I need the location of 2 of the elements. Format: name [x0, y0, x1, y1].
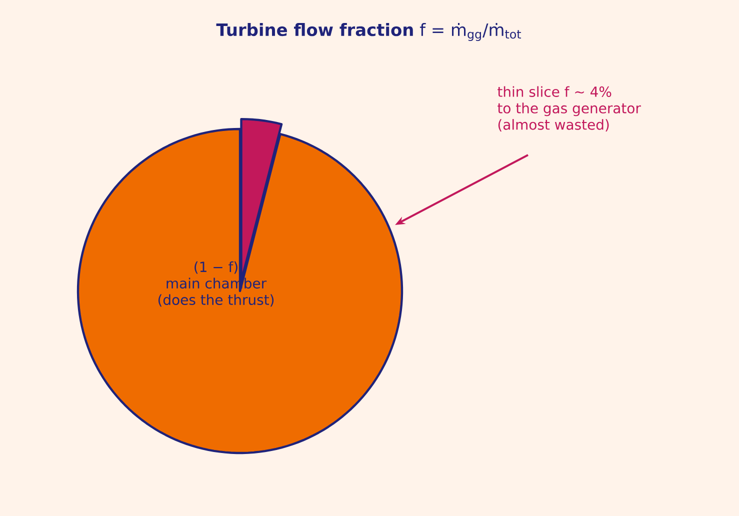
text: thin slice f ~ 4% to the gas generator (almost wasted)	[498, 86, 641, 132]
chart-title: Turbine flow fraction f = ṁ$_{gg}$/ṁ$_{tot}$	[216, 23, 522, 41]
